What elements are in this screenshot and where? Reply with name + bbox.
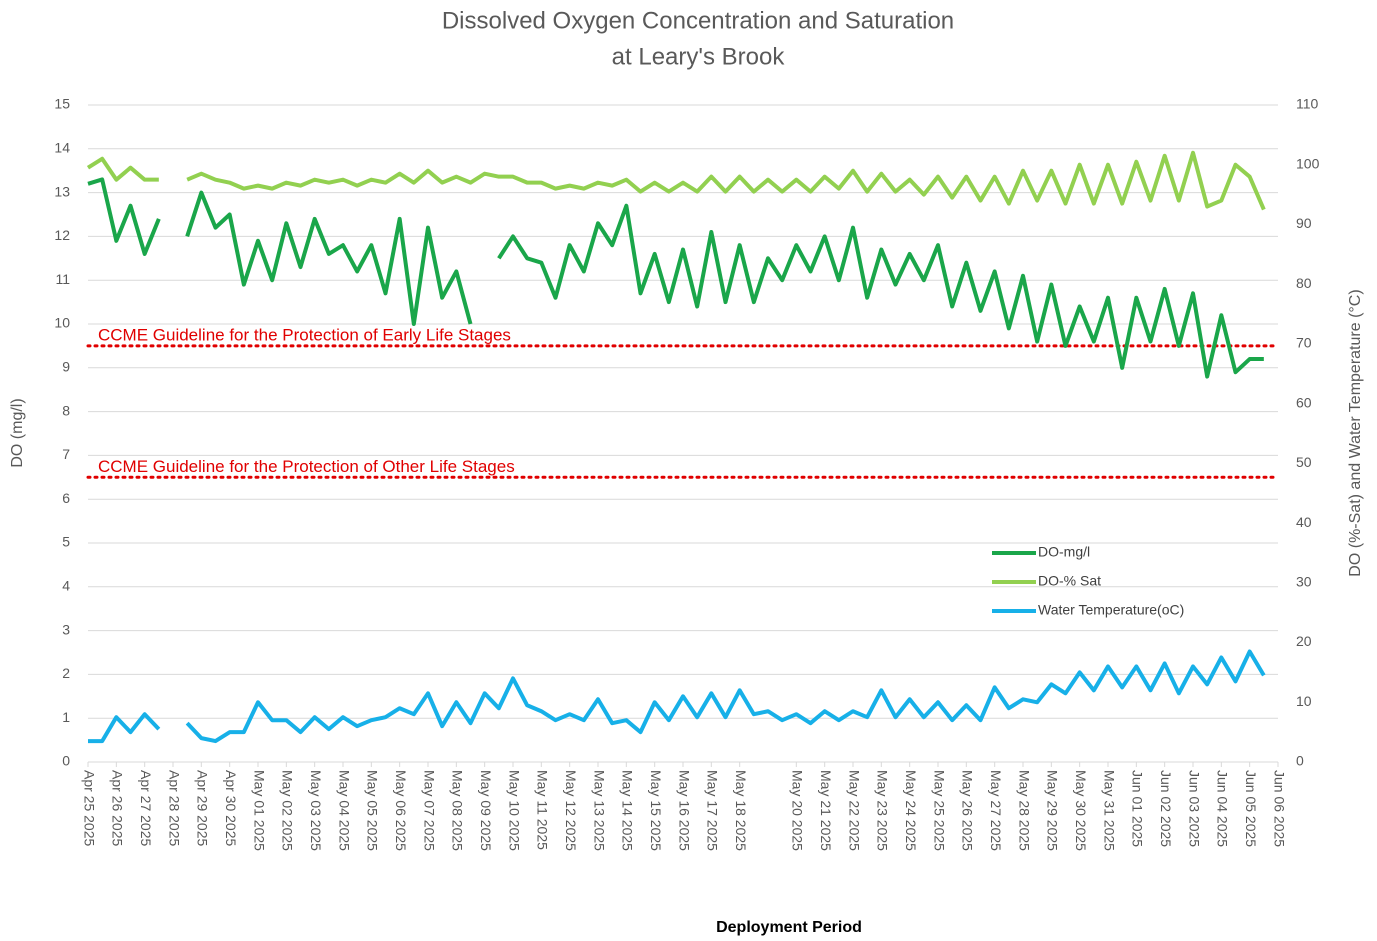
x-tick-label: May 15 2025 xyxy=(648,770,664,851)
y-tick-label: 0 xyxy=(62,753,70,769)
x-tick-label: May 01 2025 xyxy=(251,770,267,851)
y2-axis-title: DO (%-Sat) and Water Temperature (°C) xyxy=(1347,289,1364,576)
x-tick-label: May 02 2025 xyxy=(280,770,296,851)
x-tick-label: May 29 2025 xyxy=(1045,770,1061,851)
series-line xyxy=(497,203,1264,379)
x-tick-label: Apr 27 2025 xyxy=(138,770,154,846)
x-tick-label: Jun 03 2025 xyxy=(1186,770,1202,847)
series-line xyxy=(87,177,161,256)
x-tick-label: Apr 25 2025 xyxy=(81,770,97,846)
x-tick-label: May 31 2025 xyxy=(1101,770,1117,851)
y2-tick-label: 90 xyxy=(1296,215,1312,231)
y-tick-label: 8 xyxy=(62,402,70,418)
y-tick-label: 14 xyxy=(54,140,70,156)
y2-tick-label: 10 xyxy=(1296,693,1312,709)
x-tick-label: Apr 30 2025 xyxy=(223,770,239,846)
series-line xyxy=(186,150,1266,211)
series-line xyxy=(88,712,161,744)
x-tick-label: May 17 2025 xyxy=(705,770,721,851)
x-tick-label: May 13 2025 xyxy=(591,770,607,851)
y-tick-label: 10 xyxy=(54,315,70,331)
x-tick-label: May 21 2025 xyxy=(818,770,834,851)
x-tick-label: May 06 2025 xyxy=(393,770,409,851)
y2-tick-label: 30 xyxy=(1296,574,1312,590)
y-tick-label: 11 xyxy=(55,271,70,287)
chart-title: at Leary's Brook xyxy=(612,43,786,70)
x-tick-label: May 20 2025 xyxy=(790,770,806,851)
y-tick-label: 5 xyxy=(62,534,70,550)
y-tick-label: 9 xyxy=(62,359,70,375)
y2-tick-label: 60 xyxy=(1296,394,1312,410)
x-tick-label: May 16 2025 xyxy=(676,770,692,851)
x-tick-label: May 08 2025 xyxy=(450,770,466,851)
y-tick-label: 15 xyxy=(54,96,70,112)
y-tick-label: 13 xyxy=(54,183,70,199)
x-tick-label: May 12 2025 xyxy=(563,770,579,851)
x-tick-label: Apr 26 2025 xyxy=(110,770,126,846)
x-tick-label: May 03 2025 xyxy=(308,770,324,851)
legend-label: Water Temperature(oC) xyxy=(1038,602,1184,618)
x-tick-label: May 24 2025 xyxy=(903,770,919,851)
guideline-label: CCME Guideline for the Protection of Ear… xyxy=(98,325,511,344)
chart-title: Dissolved Oxygen Concentration and Satur… xyxy=(442,7,954,34)
y-tick-label: 4 xyxy=(62,578,70,594)
y-tick-label: 12 xyxy=(54,227,70,243)
y-tick-label: 3 xyxy=(62,621,70,637)
y2-tick-label: 0 xyxy=(1296,753,1304,769)
y2-tick-label: 100 xyxy=(1296,155,1320,171)
x-tick-label: Apr 28 2025 xyxy=(166,770,182,846)
x-tick-label: May 26 2025 xyxy=(960,770,976,851)
y2-tick-label: 80 xyxy=(1296,275,1312,291)
y-axis-title: DO (mg/l) xyxy=(9,398,26,467)
series-line xyxy=(185,190,473,326)
legend-label: DO-mg/l xyxy=(1038,544,1090,560)
x-axis-title: Deployment Period xyxy=(716,919,862,936)
x-tick-label: May 30 2025 xyxy=(1073,770,1089,851)
y2-tick-label: 110 xyxy=(1296,96,1319,112)
x-tick-label: May 23 2025 xyxy=(875,770,891,851)
x-tick-label: Jun 06 2025 xyxy=(1271,770,1287,847)
x-tick-label: Jun 01 2025 xyxy=(1130,770,1146,847)
x-tick-label: May 05 2025 xyxy=(365,770,381,851)
x-tick-label: May 27 2025 xyxy=(988,770,1004,851)
x-tick-label: May 07 2025 xyxy=(421,770,437,851)
y-tick-label: 1 xyxy=(62,709,70,725)
x-tick-label: Jun 05 2025 xyxy=(1243,770,1259,847)
legend-label: DO-% Sat xyxy=(1038,573,1101,589)
x-tick-label: May 04 2025 xyxy=(336,770,352,851)
y2-tick-label: 40 xyxy=(1296,514,1312,530)
x-tick-label: Jun 04 2025 xyxy=(1215,770,1231,847)
x-tick-label: May 14 2025 xyxy=(620,770,636,851)
x-tick-label: May 10 2025 xyxy=(506,770,522,851)
y-tick-label: 2 xyxy=(62,665,70,681)
x-tick-label: May 18 2025 xyxy=(733,770,749,851)
x-tick-label: May 22 2025 xyxy=(846,770,862,851)
series-line xyxy=(86,156,159,182)
x-tick-label: May 25 2025 xyxy=(931,770,947,851)
y2-tick-label: 50 xyxy=(1296,454,1312,470)
y2-tick-label: 20 xyxy=(1296,633,1312,649)
x-tick-label: Apr 29 2025 xyxy=(195,770,211,846)
x-tick-label: May 09 2025 xyxy=(478,770,494,851)
x-tick-label: Jun 02 2025 xyxy=(1158,770,1174,847)
x-tick-label: May 28 2025 xyxy=(1016,770,1032,851)
x-tick-label: May 11 2025 xyxy=(535,770,551,850)
y-tick-label: 6 xyxy=(62,490,70,506)
y-tick-label: 7 xyxy=(62,446,70,462)
y2-tick-label: 70 xyxy=(1296,335,1312,351)
guideline-label: CCME Guideline for the Protection of Oth… xyxy=(98,457,515,476)
series-line xyxy=(185,649,1266,744)
